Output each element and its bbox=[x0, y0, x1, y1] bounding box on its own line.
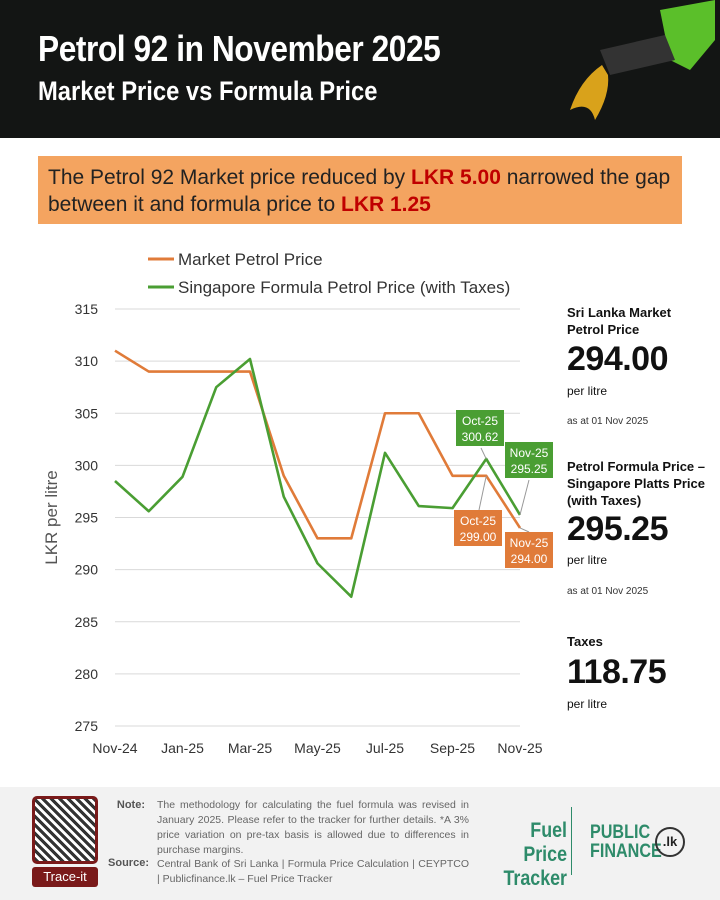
annotation-leader bbox=[519, 527, 530, 533]
market-price-value: 294.00 bbox=[567, 340, 669, 378]
footer: Trace-it Note: The methodology for calcu… bbox=[0, 787, 720, 900]
y-tick-label: 275 bbox=[75, 718, 99, 734]
annotation-label: Oct-25 bbox=[462, 414, 498, 428]
x-tick-label: Nov-25 bbox=[497, 740, 542, 756]
legend-label: Market Petrol Price bbox=[178, 250, 323, 269]
formula-price-label: Petrol Formula Price – Singapore Platts … bbox=[567, 459, 705, 508]
annotation-leader bbox=[478, 475, 487, 511]
x-tick-label: Nov-24 bbox=[92, 740, 137, 756]
qr-code[interactable] bbox=[32, 796, 98, 864]
market-price-unit: per litre bbox=[567, 384, 608, 398]
public-finance-logo: PUBLIC FINANCE bbox=[590, 822, 662, 862]
formula-price-date: as at 01 Nov 2025 bbox=[567, 586, 649, 597]
x-tick-label: Jan-25 bbox=[161, 740, 204, 756]
annotation-value: 299.00 bbox=[460, 530, 497, 544]
annotation-value: 295.25 bbox=[511, 462, 548, 476]
source-label: Source: bbox=[108, 857, 149, 869]
market-price-label: Sri Lanka Market Petrol Price bbox=[567, 305, 672, 337]
annotation-leader bbox=[519, 479, 530, 516]
banner-text: The Petrol 92 Market price reduced by bbox=[48, 166, 412, 189]
annotation-box bbox=[454, 510, 502, 546]
lk-badge: .lk bbox=[655, 827, 685, 857]
y-tick-label: 300 bbox=[75, 457, 99, 473]
taxes-label: Taxes bbox=[567, 634, 603, 649]
x-tick-label: Sep-25 bbox=[430, 740, 475, 756]
y-tick-label: 305 bbox=[75, 405, 99, 421]
annotation-label: Nov-25 bbox=[510, 446, 549, 460]
y-axis-label: LKR per litre bbox=[42, 470, 61, 564]
y-tick-label: 310 bbox=[75, 353, 99, 369]
y-tick-label: 295 bbox=[75, 510, 99, 526]
page-title: Petrol 92 in November 2025 bbox=[38, 28, 441, 69]
annotation-box bbox=[505, 442, 553, 478]
annotation-value: 294.00 bbox=[511, 552, 548, 566]
price-line-chart: 275 280 285 290 295 300 305 310 315 Nov-24 Jan-25 M… bbox=[42, 250, 553, 756]
fuel-nozzle-icon bbox=[570, 0, 715, 120]
x-tick-label: Mar-25 bbox=[228, 740, 273, 756]
header: Petrol 92 in November 2025 Market Price … bbox=[0, 0, 720, 138]
y-tick-label: 280 bbox=[75, 666, 99, 682]
banner-amount-gap: LKR 1.25 bbox=[341, 193, 431, 216]
note-label: Note: bbox=[116, 799, 145, 811]
source-text: Central Bank of Sri Lanka | Formula Pric… bbox=[157, 858, 469, 885]
annotation-box bbox=[456, 410, 504, 446]
y-tick-label: 285 bbox=[75, 614, 99, 630]
logo-divider bbox=[571, 807, 572, 875]
note-text: The methodology for calculating the fuel… bbox=[157, 799, 469, 856]
market-price-date: as at 01 Nov 2025 bbox=[567, 416, 649, 427]
page-subtitle: Market Price vs Formula Price bbox=[38, 76, 378, 106]
taxes-unit: per litre bbox=[567, 697, 608, 711]
annotation-label: Nov-25 bbox=[510, 536, 549, 550]
y-tick-label: 315 bbox=[75, 301, 99, 317]
formula-price-value: 295.25 bbox=[567, 510, 669, 548]
trace-it-label: Trace-it bbox=[32, 867, 98, 887]
x-tick-label: May-25 bbox=[294, 740, 341, 756]
legend-label: Singapore Formula Petrol Price (with Tax… bbox=[178, 278, 510, 297]
taxes-value: 118.75 bbox=[567, 653, 667, 691]
annotation-label: Oct-25 bbox=[460, 514, 496, 528]
annotation-value: 300.62 bbox=[462, 430, 499, 444]
banner-amount-reduction: LKR 5.00 bbox=[411, 166, 501, 189]
annotation-leader bbox=[480, 447, 487, 460]
x-tick-label: Jul-25 bbox=[366, 740, 404, 756]
series-line-1 bbox=[114, 357, 522, 599]
annotation-box bbox=[505, 532, 553, 568]
formula-price-unit: per litre bbox=[567, 553, 608, 567]
banner-text: narrowed the gap between it and formula … bbox=[48, 166, 671, 216]
summary-banner: The Petrol 92 Market price reduced by LK… bbox=[38, 156, 682, 224]
y-tick-label: 290 bbox=[75, 562, 99, 578]
fuel-price-tracker-logo: Fuel Price Tracker bbox=[503, 819, 567, 890]
